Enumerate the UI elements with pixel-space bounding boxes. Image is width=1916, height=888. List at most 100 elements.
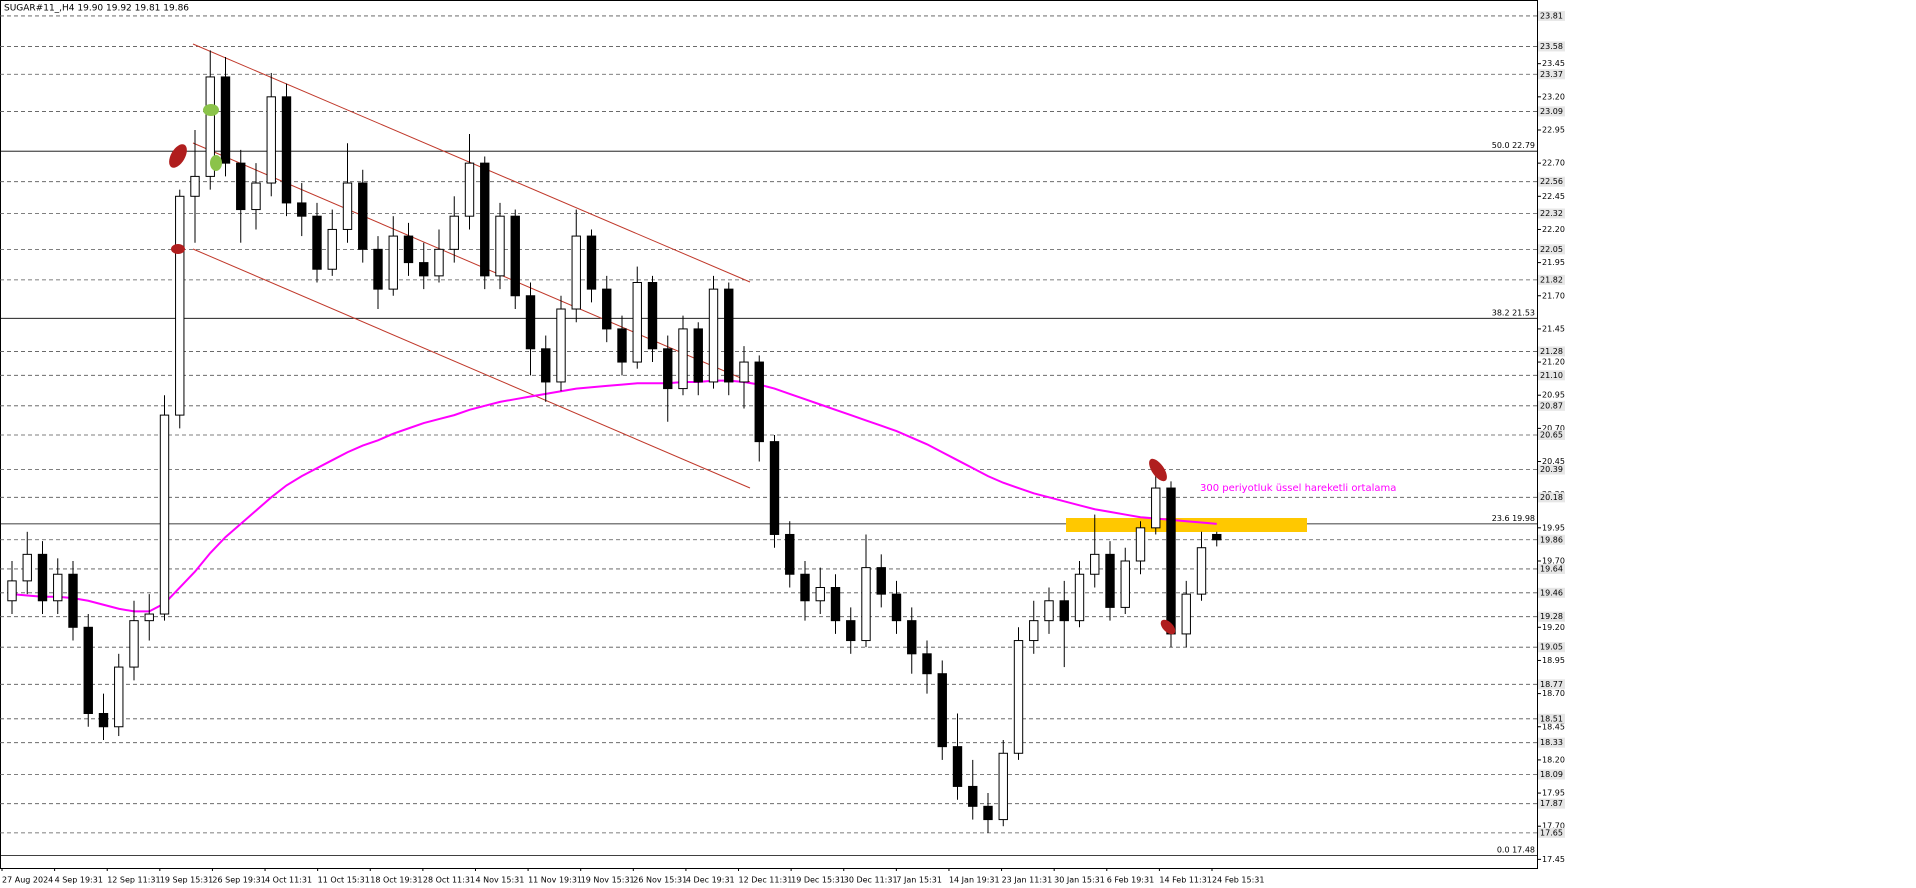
fib-price: 19.98 [1512,513,1535,522]
y-tick-label: 21.20 [1542,358,1565,367]
fib-price: 17.48 [1512,845,1535,854]
candle-body [876,567,886,595]
price-label: 22.32 [1540,209,1563,218]
green-marker [210,155,222,171]
candle-body [541,348,551,383]
fib-label: 50.0 22.79 [1492,141,1535,150]
candle-body [1074,573,1085,622]
ema-line [11,379,1217,613]
candle-body [327,228,337,270]
candle-body [1120,560,1130,608]
price-label: 23.81 [1540,11,1563,20]
candle-body [281,96,292,204]
fib-level: 38.2 [1492,308,1510,317]
ema-annotation: 300 periyotluk üssel hareketli ortalama [1200,483,1396,494]
candle-body [419,262,429,277]
candle-body [68,573,78,628]
fib-label: 0.0 17.48 [1497,845,1535,854]
candle-body [312,215,322,270]
candle-body [1196,547,1207,595]
x-tick-label: 27 Aug 2024 [2,876,53,885]
candle-body [800,573,810,602]
fib-level: 50.0 [1492,141,1510,150]
candle-body [1013,640,1024,754]
price-label: 18.77 [1540,680,1563,689]
candle-body [571,235,581,310]
red-marker [171,244,185,254]
candle-body [663,348,673,390]
red-marker [1149,458,1167,482]
candle-body [1090,553,1100,575]
price-label: 19.64 [1540,564,1563,573]
candle-body [403,235,414,264]
resistance-zone [1066,518,1307,532]
price-label-box [1538,400,1565,411]
chart-title: SUGAR#11_,H4 19.90 19.92 19.81 19.86 [4,4,189,14]
candle-body [464,162,475,217]
price-label-box [1538,563,1565,574]
candle-body [937,673,947,748]
candle-body [1029,620,1039,642]
candle-body [7,580,17,602]
candle-body [1181,593,1191,635]
price-label: 22.05 [1540,245,1563,254]
x-tick-label: 19 Dec 15:31 [791,876,845,885]
y-tick-label: 22.95 [1542,125,1565,134]
candle-body [1044,600,1054,622]
candle-body [1212,533,1222,541]
candle-body [983,805,993,821]
candle-body [1151,487,1161,529]
candle-body [891,593,902,622]
candle-body [1105,553,1115,608]
candle-body [815,587,825,602]
channel-lower [192,248,751,489]
candle-body [495,215,505,277]
y-tick-label: 19.95 [1542,523,1565,532]
plot-frame [0,0,1538,869]
y-tick-label: 18.70 [1542,689,1565,698]
price-label-box [1538,430,1565,440]
y-tick-label: 20.70 [1542,424,1565,433]
candle-body [952,746,963,787]
candle-body [190,175,200,197]
price-label-box [1538,769,1565,780]
price-label-box [1538,41,1565,52]
candle-body [739,361,749,383]
price-label-box [1538,244,1565,255]
candle-body [388,235,398,290]
candle-body [53,573,63,602]
y-tick-label: 18.45 [1542,722,1565,731]
x-tick-label: 23 Jan 11:31 [1002,876,1053,885]
candle-body [785,533,795,575]
candle-body [846,620,856,642]
price-label: 17.65 [1540,828,1563,837]
price-label: 23.09 [1540,107,1563,116]
fib-label: 23.6 19.98 [1492,513,1535,522]
price-label-box [1538,274,1565,285]
x-tick-label: 12 Dec 11:31 [739,876,793,885]
candle-body [129,620,139,668]
price-label-box [1538,587,1565,598]
price-label: 18.51 [1540,714,1563,723]
price-label: 19.46 [1540,588,1563,597]
candle-body [297,202,307,217]
y-tick-label: 18.20 [1542,755,1565,764]
x-tick-label: 7 Jan 15:31 [896,876,942,885]
candle-body [98,712,109,728]
candle-body [144,613,154,622]
candle-body [907,620,917,655]
candle-body [678,328,688,390]
candle-body [724,288,734,383]
x-tick-label: 26 Sep 19:31 [212,876,265,885]
x-tick-label: 4 Nov 15:31 [475,876,524,885]
y-tick-label: 22.20 [1542,225,1565,234]
price-label-box [1538,370,1565,381]
candle-body [1135,527,1146,562]
price-label-box [1538,611,1565,622]
candle-body [830,587,841,622]
x-tick-label: 19 Sep 15:31 [160,876,213,885]
candle-body [647,281,658,350]
fib-level: 0.0 [1497,845,1510,854]
candle-body [220,76,231,164]
